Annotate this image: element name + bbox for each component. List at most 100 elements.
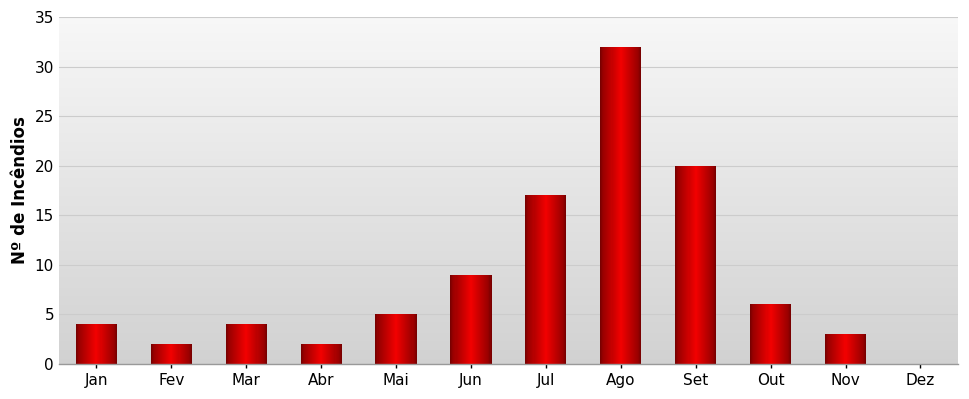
Bar	[59, 255, 958, 257]
Bar	[629, 47, 630, 364]
Bar	[59, 114, 958, 116]
Bar	[841, 334, 842, 364]
Bar	[59, 76, 958, 78]
Bar	[764, 304, 765, 364]
Bar	[412, 314, 413, 364]
Bar	[406, 314, 407, 364]
Bar	[833, 334, 834, 364]
Bar	[677, 166, 678, 364]
Bar	[59, 312, 958, 314]
Bar	[459, 275, 460, 364]
Bar	[59, 121, 958, 123]
Bar	[311, 344, 312, 364]
Bar	[59, 144, 958, 145]
Bar	[59, 26, 958, 28]
Bar	[335, 344, 336, 364]
Bar	[59, 296, 958, 298]
Bar	[415, 314, 416, 364]
Bar	[59, 104, 958, 105]
Bar	[59, 249, 958, 251]
Bar	[59, 223, 958, 225]
Bar	[709, 166, 710, 364]
Bar	[59, 331, 958, 333]
Bar	[59, 270, 958, 272]
Bar	[94, 324, 95, 364]
Bar	[168, 344, 169, 364]
Bar	[698, 166, 699, 364]
Bar	[59, 161, 958, 163]
Bar	[832, 334, 833, 364]
Bar	[317, 344, 318, 364]
Bar	[413, 314, 414, 364]
Bar	[407, 314, 408, 364]
Bar	[858, 334, 859, 364]
Bar	[772, 304, 773, 364]
Bar	[461, 275, 462, 364]
Bar	[59, 142, 958, 144]
Bar	[59, 95, 958, 97]
Bar	[115, 324, 116, 364]
Bar	[785, 304, 786, 364]
Bar	[154, 344, 155, 364]
Bar	[59, 203, 958, 204]
Bar	[59, 59, 958, 61]
Bar	[775, 304, 776, 364]
Bar	[163, 344, 164, 364]
Bar	[235, 324, 237, 364]
Bar	[232, 324, 233, 364]
Bar	[777, 304, 778, 364]
Bar	[59, 320, 958, 322]
Bar	[59, 277, 958, 279]
Bar	[769, 304, 770, 364]
Bar	[59, 152, 958, 154]
Bar	[333, 344, 334, 364]
Bar	[59, 298, 958, 300]
Bar	[59, 346, 958, 348]
Bar	[150, 344, 152, 364]
Bar	[59, 22, 958, 24]
Bar	[59, 213, 958, 215]
Bar	[59, 83, 958, 85]
Bar	[828, 334, 829, 364]
Bar	[59, 354, 958, 355]
Bar	[532, 196, 534, 364]
Bar	[59, 206, 958, 208]
Bar	[693, 166, 694, 364]
Bar	[116, 324, 117, 364]
Bar	[632, 47, 633, 364]
Bar	[710, 166, 711, 364]
Bar	[264, 324, 265, 364]
Bar	[77, 324, 78, 364]
Bar	[853, 334, 854, 364]
Bar	[59, 357, 958, 359]
Bar	[701, 166, 702, 364]
Bar	[59, 199, 958, 201]
Bar	[59, 196, 958, 198]
Bar	[563, 196, 564, 364]
Bar	[59, 28, 958, 29]
Bar	[636, 47, 637, 364]
Bar	[546, 196, 547, 364]
Bar	[59, 57, 958, 59]
Bar	[59, 41, 958, 43]
Bar	[702, 166, 703, 364]
Bar	[405, 314, 406, 364]
Bar	[857, 334, 858, 364]
Bar	[784, 304, 785, 364]
Bar	[88, 324, 89, 364]
Bar	[534, 196, 535, 364]
Bar	[59, 182, 958, 184]
Bar	[464, 275, 465, 364]
Bar	[59, 314, 958, 315]
Bar	[400, 314, 401, 364]
Bar	[859, 334, 860, 364]
Bar	[480, 275, 481, 364]
Bar	[324, 344, 325, 364]
Bar	[59, 17, 958, 19]
Bar	[256, 324, 257, 364]
Bar	[318, 344, 319, 364]
Bar	[525, 196, 526, 364]
Bar	[404, 314, 405, 364]
Bar	[381, 314, 382, 364]
Bar	[301, 344, 302, 364]
